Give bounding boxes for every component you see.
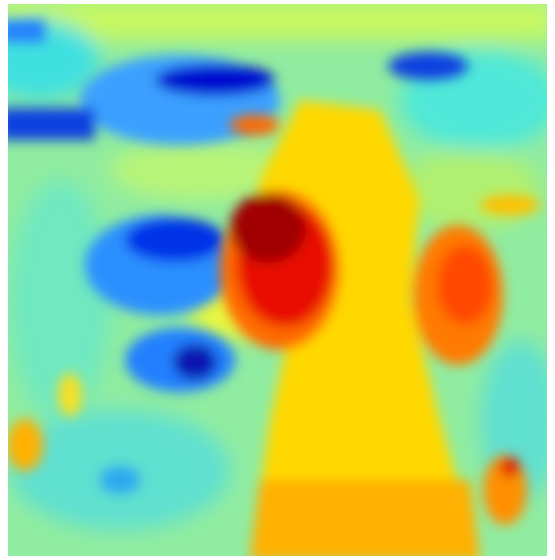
blob xyxy=(250,480,480,560)
patch xyxy=(400,150,540,230)
heatmap-image xyxy=(0,0,555,560)
blob xyxy=(155,64,275,96)
blob xyxy=(125,218,225,262)
heatmap xyxy=(0,0,555,560)
blob xyxy=(437,245,493,325)
blob xyxy=(230,115,280,135)
page xyxy=(0,0,555,560)
blob xyxy=(0,20,45,42)
blob xyxy=(388,52,468,80)
blob xyxy=(7,419,43,471)
blob xyxy=(173,344,217,380)
blob xyxy=(100,466,140,494)
blob xyxy=(58,373,82,417)
blob xyxy=(230,193,306,263)
blob xyxy=(0,108,95,140)
blob xyxy=(480,195,540,215)
blob xyxy=(500,457,520,477)
